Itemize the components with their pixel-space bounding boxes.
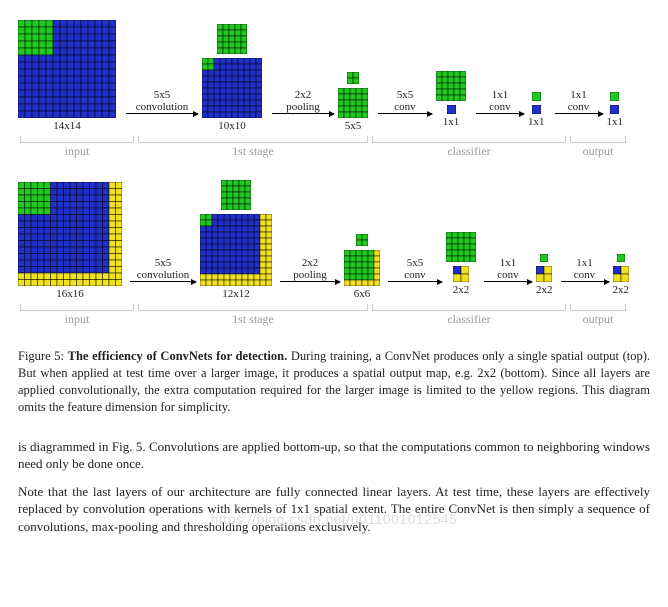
stage1-col: 10x10 [202,24,262,132]
size-label: 2x2 [536,284,553,296]
stage-bracket: 1st stage [136,136,370,156]
op-arrow: 1x1conv [484,257,532,282]
op-arrow: 2x2pooling [280,257,340,282]
feature-map-small [217,24,247,54]
figure-caption: Figure 5: The efficiency of ConvNets for… [18,348,650,416]
size-label: 1x1 [528,116,545,128]
op-arrow: 1x1conv [561,257,609,282]
op-arrow: 2x2pooling [272,89,334,114]
stage1b-col: 6x6 [344,234,380,300]
feature-map-small: 1x1 [443,105,460,128]
stage1-col: 12x12 [200,180,272,300]
classifier-col2: 2x2 [536,254,553,300]
op-label: 5x5conv [394,89,415,113]
output-col: 1x1 [607,92,624,132]
classifier-col2: 1x1 [528,92,545,132]
feature-map-small [347,72,359,84]
body-paragraph-2: Note that the last layers of our archite… [18,483,650,536]
top-diagram-row: 14x14 5x5convolution 10x10 2x2pooling 5x… [18,12,650,132]
bottom-diagram-row: 16x16 5x5convolution 12x12 2x2pooling 6x… [18,180,650,300]
stage1b-col: 5x5 [338,72,368,132]
feature-map-small [610,92,619,101]
feature-map-small: 1x1 [607,105,624,128]
feature-map-small [446,232,476,262]
bracket-row-bottom: input1st stageclassifieroutput [18,304,650,324]
size-label: 2x2 [453,284,470,296]
stage-bracket: classifier [370,136,568,156]
op-label: 2x2pooling [286,89,320,113]
stage-bracket: output [568,136,628,156]
feature-map-small [532,92,541,101]
caption-bold: The efficiency of ConvNets for detection… [68,349,288,363]
op-arrow: 5x5conv [388,257,442,282]
stage-bracket: input [18,304,136,324]
op-label: 5x5conv [404,257,425,281]
op-arrow: 5x5convolution [126,89,198,114]
op-arrow: 5x5conv [378,89,432,114]
output-col: 2x2 [613,254,630,300]
stage-bracket: 1st stage [136,304,370,324]
caption-lead: Figure 5: [18,349,68,363]
input-map: 16x16 [18,182,122,300]
stage-bracket: classifier [370,304,568,324]
size-label: 1x1 [607,116,624,128]
classifier-col: 2x2 [446,232,476,300]
feature-map-small: 2x2 [613,266,630,296]
classifier-col: 1x1 [436,71,466,132]
bracket-row-top: input1st stageclassifieroutput [18,136,650,156]
op-label: 5x5convolution [136,89,189,113]
size-label: 14x14 [53,120,81,132]
body-paragraph-1: is diagrammed in Fig. 5. Convolutions ar… [18,438,650,473]
input-map: 14x14 [18,20,116,132]
op-label: 5x5convolution [137,257,190,281]
op-label: 1x1conv [497,257,518,281]
feature-map-small [540,254,548,262]
feature-map-small [356,234,368,246]
size-label: 1x1 [443,116,460,128]
stage-bracket: input [18,136,136,156]
op-label: 2x2pooling [293,257,327,281]
op-label: 1x1conv [489,89,510,113]
feature-map-small: 2x2 [536,266,553,296]
op-arrow: 1x1conv [555,89,603,114]
feature-map-small [436,71,466,101]
feature-map-small: 1x1 [528,105,545,128]
feature-map-small: 2x2 [453,266,470,296]
op-arrow: 1x1conv [476,89,524,114]
op-arrow: 5x5convolution [130,257,196,282]
feature-map-small [221,180,251,210]
stage-bracket: output [568,304,628,324]
op-label: 1x1conv [574,257,595,281]
op-label: 1x1conv [568,89,589,113]
feature-map-small [617,254,625,262]
size-label: 2x2 [613,284,630,296]
